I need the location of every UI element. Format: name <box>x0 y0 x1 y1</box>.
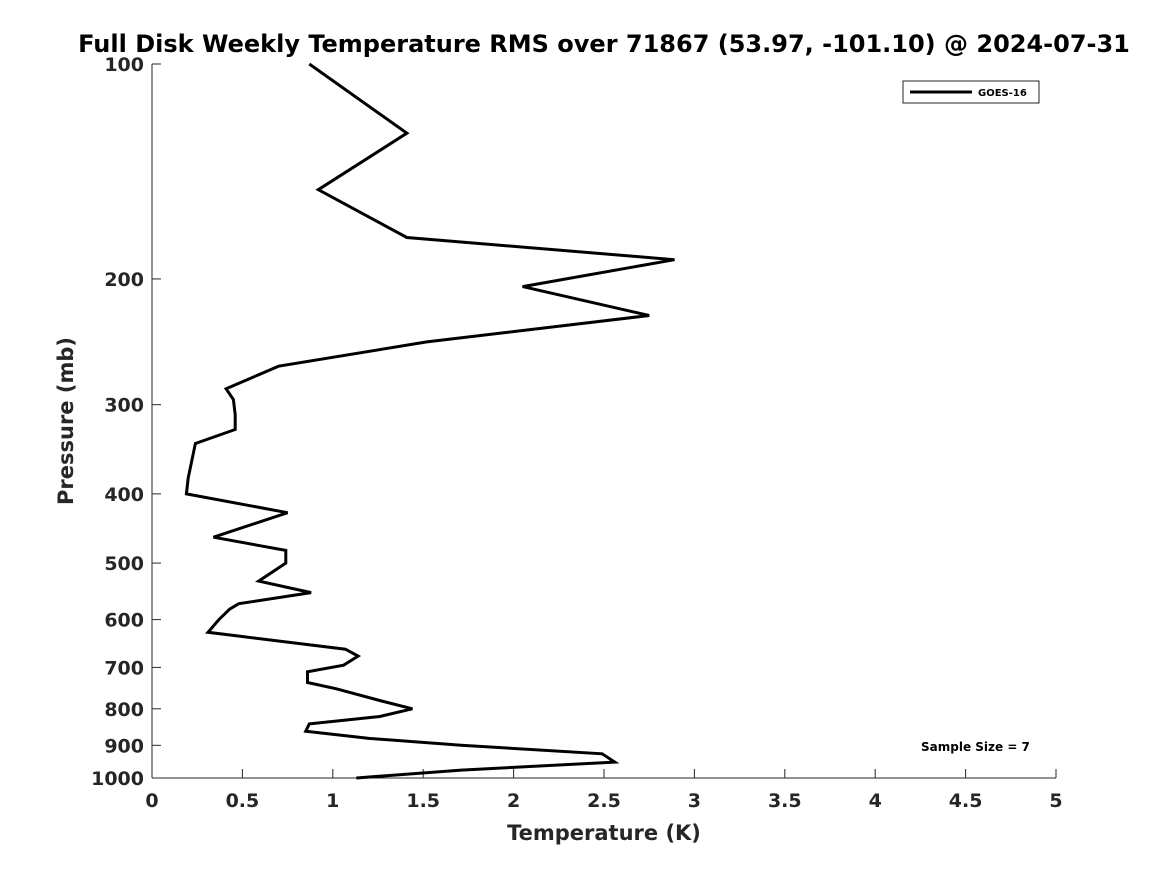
y-tick-label: 600 <box>104 610 144 632</box>
y-tick-label: 800 <box>104 699 144 721</box>
x-tick-label: 0 <box>145 790 158 812</box>
x-tick-label: 4 <box>869 790 882 812</box>
x-tick-label: 1.5 <box>406 790 440 812</box>
x-tick-label: 3 <box>688 790 701 812</box>
x-ticks: 0 0.5 1 1.5 2 2.5 3 3.5 4 4.5 5 <box>145 769 1063 812</box>
x-tick-label: 1 <box>326 790 339 812</box>
x-tick-label: 3.5 <box>768 790 802 812</box>
x-tick-label: 4.5 <box>949 790 983 812</box>
y-tick-label: 1000 <box>91 768 144 790</box>
y-tick-label: 900 <box>104 735 144 757</box>
x-tick-label: 2 <box>507 790 520 812</box>
legend-entry-goes-16: GOES-16 <box>978 88 1027 99</box>
x-tick-label: 5 <box>1049 790 1062 812</box>
x-tick-label: 0.5 <box>226 790 260 812</box>
x-axis-label: Temperature (K) <box>507 821 701 845</box>
y-tick-label: 400 <box>104 484 144 506</box>
y-tick-label: 300 <box>104 395 144 417</box>
y-ticks: 100 200 300 400 500 600 700 800 900 1000 <box>91 54 161 790</box>
y-tick-label: 200 <box>104 269 144 291</box>
sample-size-annotation: Sample Size = 7 <box>921 740 1030 754</box>
y-tick-label: 700 <box>104 657 144 679</box>
y-tick-label: 100 <box>104 54 144 76</box>
y-axis-label: Pressure (mb) <box>54 337 78 505</box>
series-line-goes-16 <box>184 62 675 780</box>
x-tick-label: 2.5 <box>587 790 621 812</box>
chart-title: Full Disk Weekly Temperature RMS over 71… <box>78 30 1130 58</box>
legend: GOES-16 <box>902 80 1040 104</box>
y-tick-label: 500 <box>104 553 144 575</box>
